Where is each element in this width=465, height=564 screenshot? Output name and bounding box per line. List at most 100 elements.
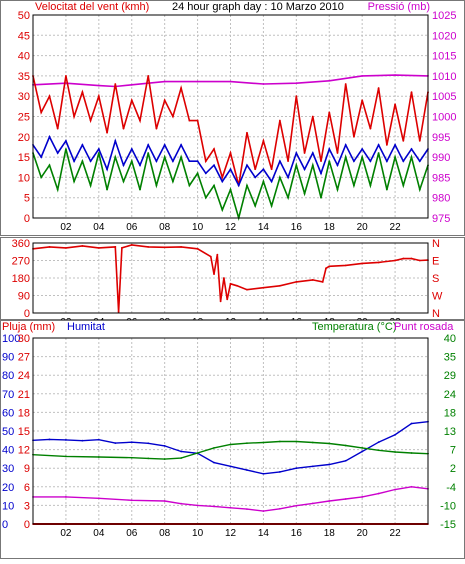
y-tick-label: 90 — [18, 291, 30, 303]
data-point — [295, 504, 298, 507]
data-point — [219, 300, 222, 303]
data-point — [180, 502, 183, 505]
data-point — [303, 168, 306, 171]
data-point — [139, 164, 141, 167]
y-tick-label-right: 1020 — [432, 30, 456, 42]
rain-axis-label: Pluja (mm) — [2, 321, 55, 333]
data-point — [246, 288, 248, 291]
data-point — [188, 119, 191, 122]
data-point — [196, 80, 199, 83]
data-point — [385, 144, 388, 146]
data-point — [226, 298, 229, 301]
temperature-tick-label: 2 — [450, 463, 456, 475]
data-point — [221, 208, 224, 211]
data-point — [65, 496, 67, 498]
data-point — [81, 160, 84, 163]
data-point — [213, 461, 215, 464]
data-point — [40, 111, 43, 114]
data-point — [196, 247, 199, 250]
data-point — [163, 99, 166, 102]
y-tick-label-right: 1010 — [432, 71, 456, 83]
data-point — [344, 83, 347, 85]
temperature-tick-label: 29 — [444, 370, 456, 382]
data-point — [418, 160, 421, 163]
data-point — [361, 262, 364, 265]
data-point — [311, 279, 314, 281]
data-point — [394, 74, 396, 76]
y-tick-label: 50 — [18, 10, 30, 22]
y-tick-label-right: 990 — [432, 152, 450, 164]
data-point — [320, 196, 322, 199]
data-point — [97, 152, 100, 154]
data-point — [155, 127, 158, 130]
wind-axis-label: Velocitat del vent (kmh) — [35, 1, 149, 13]
data-point — [229, 80, 232, 83]
humidity-tick-label: 30 — [2, 463, 14, 475]
data-point — [377, 152, 380, 154]
rain-tick-label: 24 — [18, 370, 30, 382]
rain-tick-label: 15 — [18, 426, 30, 438]
y-tick-label-right: 980 — [432, 193, 450, 205]
data-point — [394, 259, 396, 262]
data-point — [353, 160, 355, 163]
humidity-tick-label: 10 — [2, 500, 14, 512]
data-point — [65, 75, 67, 77]
temperature-panel-frame — [0, 320, 465, 559]
temperature-tick-label: -10 — [440, 500, 456, 512]
y-tick-label: 30 — [18, 91, 30, 103]
data-point — [73, 160, 76, 163]
data-point — [361, 450, 364, 453]
data-point — [130, 456, 133, 459]
data-point — [254, 168, 257, 171]
data-point — [81, 144, 84, 146]
x-tick-label: 14 — [258, 528, 270, 539]
y-tick-label-right: 975 — [432, 213, 450, 225]
data-point — [246, 164, 248, 167]
data-point — [130, 99, 133, 102]
data-point — [147, 144, 150, 146]
data-point — [65, 139, 67, 142]
data-point — [163, 500, 166, 502]
data-point — [278, 176, 281, 179]
x-tick-label: 20 — [357, 528, 369, 539]
data-point — [196, 160, 199, 163]
y-tick-label-right: 1005 — [432, 91, 456, 103]
y-tick-label: 15 — [18, 152, 30, 164]
data-point — [81, 91, 84, 94]
wind-x-ticks: 02 04 06 08 10 12 14 16 18 20 22 — [60, 222, 401, 233]
data-point — [229, 152, 232, 154]
data-point — [418, 259, 421, 262]
data-point — [410, 156, 413, 159]
x-tick-label: 02 — [60, 222, 72, 233]
data-point — [311, 152, 314, 154]
data-point — [114, 139, 117, 142]
temperature-tick-label: 13 — [444, 426, 456, 438]
data-point — [89, 119, 92, 122]
data-point — [410, 257, 413, 260]
data-point — [122, 180, 125, 183]
data-point — [81, 439, 84, 442]
wind-plot-border — [32, 14, 429, 219]
data-point — [377, 449, 380, 452]
data-point — [204, 172, 207, 175]
x-tick-label: 18 — [324, 528, 336, 539]
data-point — [278, 119, 281, 122]
data-point — [180, 457, 183, 459]
y-tick-label: 270 — [12, 256, 30, 268]
data-point — [418, 139, 421, 142]
rain-tick-label: 0 — [24, 519, 30, 531]
data-point — [97, 497, 100, 500]
y-tick-label-right: W — [432, 291, 443, 303]
data-point — [139, 119, 141, 122]
x-tick-label: 10 — [192, 528, 204, 539]
data-point — [122, 127, 125, 130]
data-point — [97, 148, 100, 150]
data-point — [106, 168, 108, 171]
data-point — [377, 441, 380, 444]
data-point — [278, 507, 281, 510]
data-point — [48, 95, 51, 98]
humidity-tick-label: 70 — [2, 389, 14, 401]
data-point — [295, 95, 298, 98]
temperature-axis-label: Temperatura (°C) — [312, 321, 396, 333]
data-point — [262, 83, 265, 85]
